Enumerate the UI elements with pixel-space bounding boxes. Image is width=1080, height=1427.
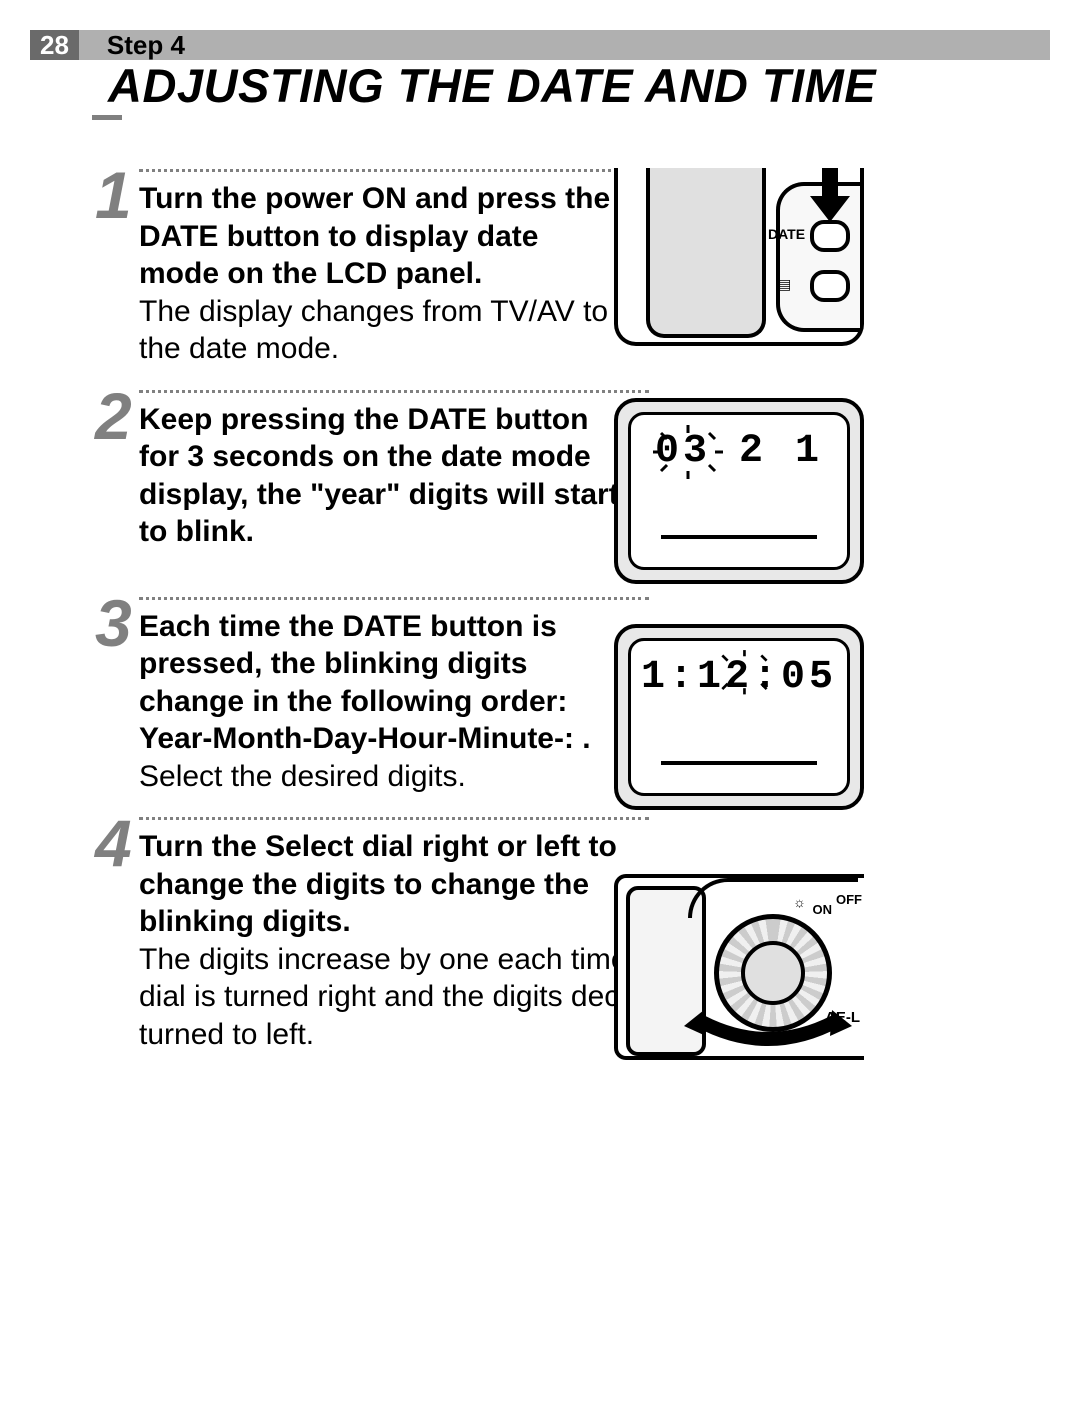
step-bold-text: Each time the DATE button is pressed, th… [139,610,591,756]
lcd-digits: 1:12:05 [631,655,847,700]
illustration-lcd-date: 03 2 1 [614,398,864,584]
on-label: ON [813,902,833,917]
mode-icon: ▤ [778,276,791,293]
down-arrow-icon [808,168,852,224]
illustration-lcd-time: 1:12:05 [614,624,864,810]
step-number: 2 [95,388,139,444]
step-bold-text: Turn the power ON and press the DATE but… [139,182,610,290]
illustration-date-button: DATE ▤ [614,168,864,346]
title-underline [92,115,122,120]
camera-panel [646,168,766,338]
dial-center-icon [741,941,805,1005]
illustration-select-dial: ☼ ON OFF AE-L [614,874,864,1060]
lcd-underline [661,761,817,765]
step-label: Step 4 [107,30,185,61]
step-bold-text: Turn the Select dial right or left to ch… [139,830,617,938]
date-button-icon [810,220,850,252]
step-number: 3 [95,595,139,651]
camera-top-icon [688,878,858,918]
lcd-underline [661,535,817,539]
step-number: 1 [95,167,139,223]
step-bold-text: Keep pressing the DATE button for 3 seco… [139,403,619,549]
brightness-icon: ☼ [793,894,806,910]
header-bar: 28 Step 4 [30,30,1050,60]
off-label: OFF [836,892,862,907]
step-body-text: Select the desired digits. [139,760,466,793]
page-title: ADJUSTING THE DATE AND TIME [108,58,876,113]
step-number: 4 [95,815,139,871]
dotted-rule [139,390,649,393]
page-number-badge: 28 [30,30,79,60]
step-body-text: The display changes from TV/AV to the da… [139,295,608,366]
lcd-frame: 1:12:05 [628,638,850,796]
secondary-button-icon [810,270,850,302]
lcd-digits: 03 2 1 [631,429,847,474]
dotted-rule [139,817,649,820]
rotate-arrow-icon [678,1008,858,1048]
date-label: DATE [768,226,805,242]
lcd-frame: 03 2 1 [628,412,850,570]
dotted-rule [139,169,649,172]
dotted-rule [139,597,649,600]
